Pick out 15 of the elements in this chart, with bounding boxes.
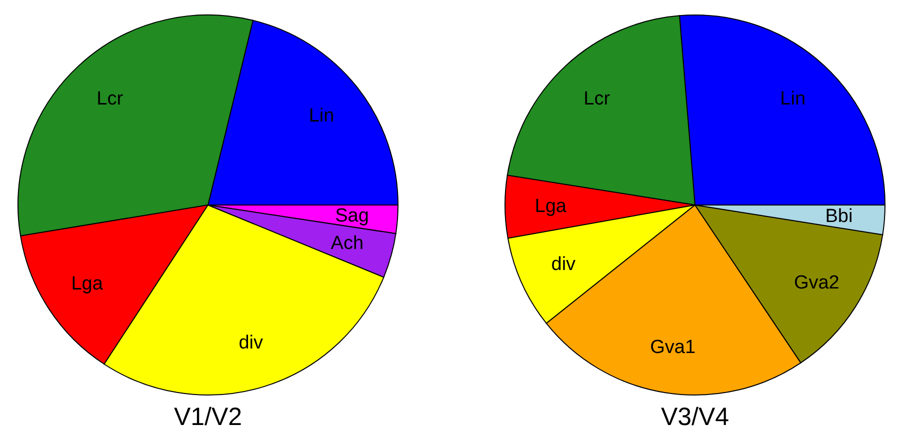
slice-label: Lcr	[584, 88, 611, 110]
slice-label: Ach	[330, 233, 364, 254]
slice-label: Lin	[308, 105, 334, 126]
slice-label: Sag	[335, 205, 369, 226]
slice-label: Bbi	[825, 206, 853, 227]
slice-label: Gva2	[794, 272, 840, 294]
slice-label: Gva1	[650, 337, 696, 358]
slice-label: Lga	[71, 273, 104, 294]
slice-label: div	[551, 254, 576, 275]
slice-label: Lcr	[96, 88, 124, 110]
text: V3/V4	[660, 403, 730, 431]
slice-label: div	[238, 332, 264, 354]
slice-label: Lga	[534, 196, 567, 217]
slice-label: Lin	[780, 88, 806, 110]
text: V1/V2	[174, 403, 242, 431]
